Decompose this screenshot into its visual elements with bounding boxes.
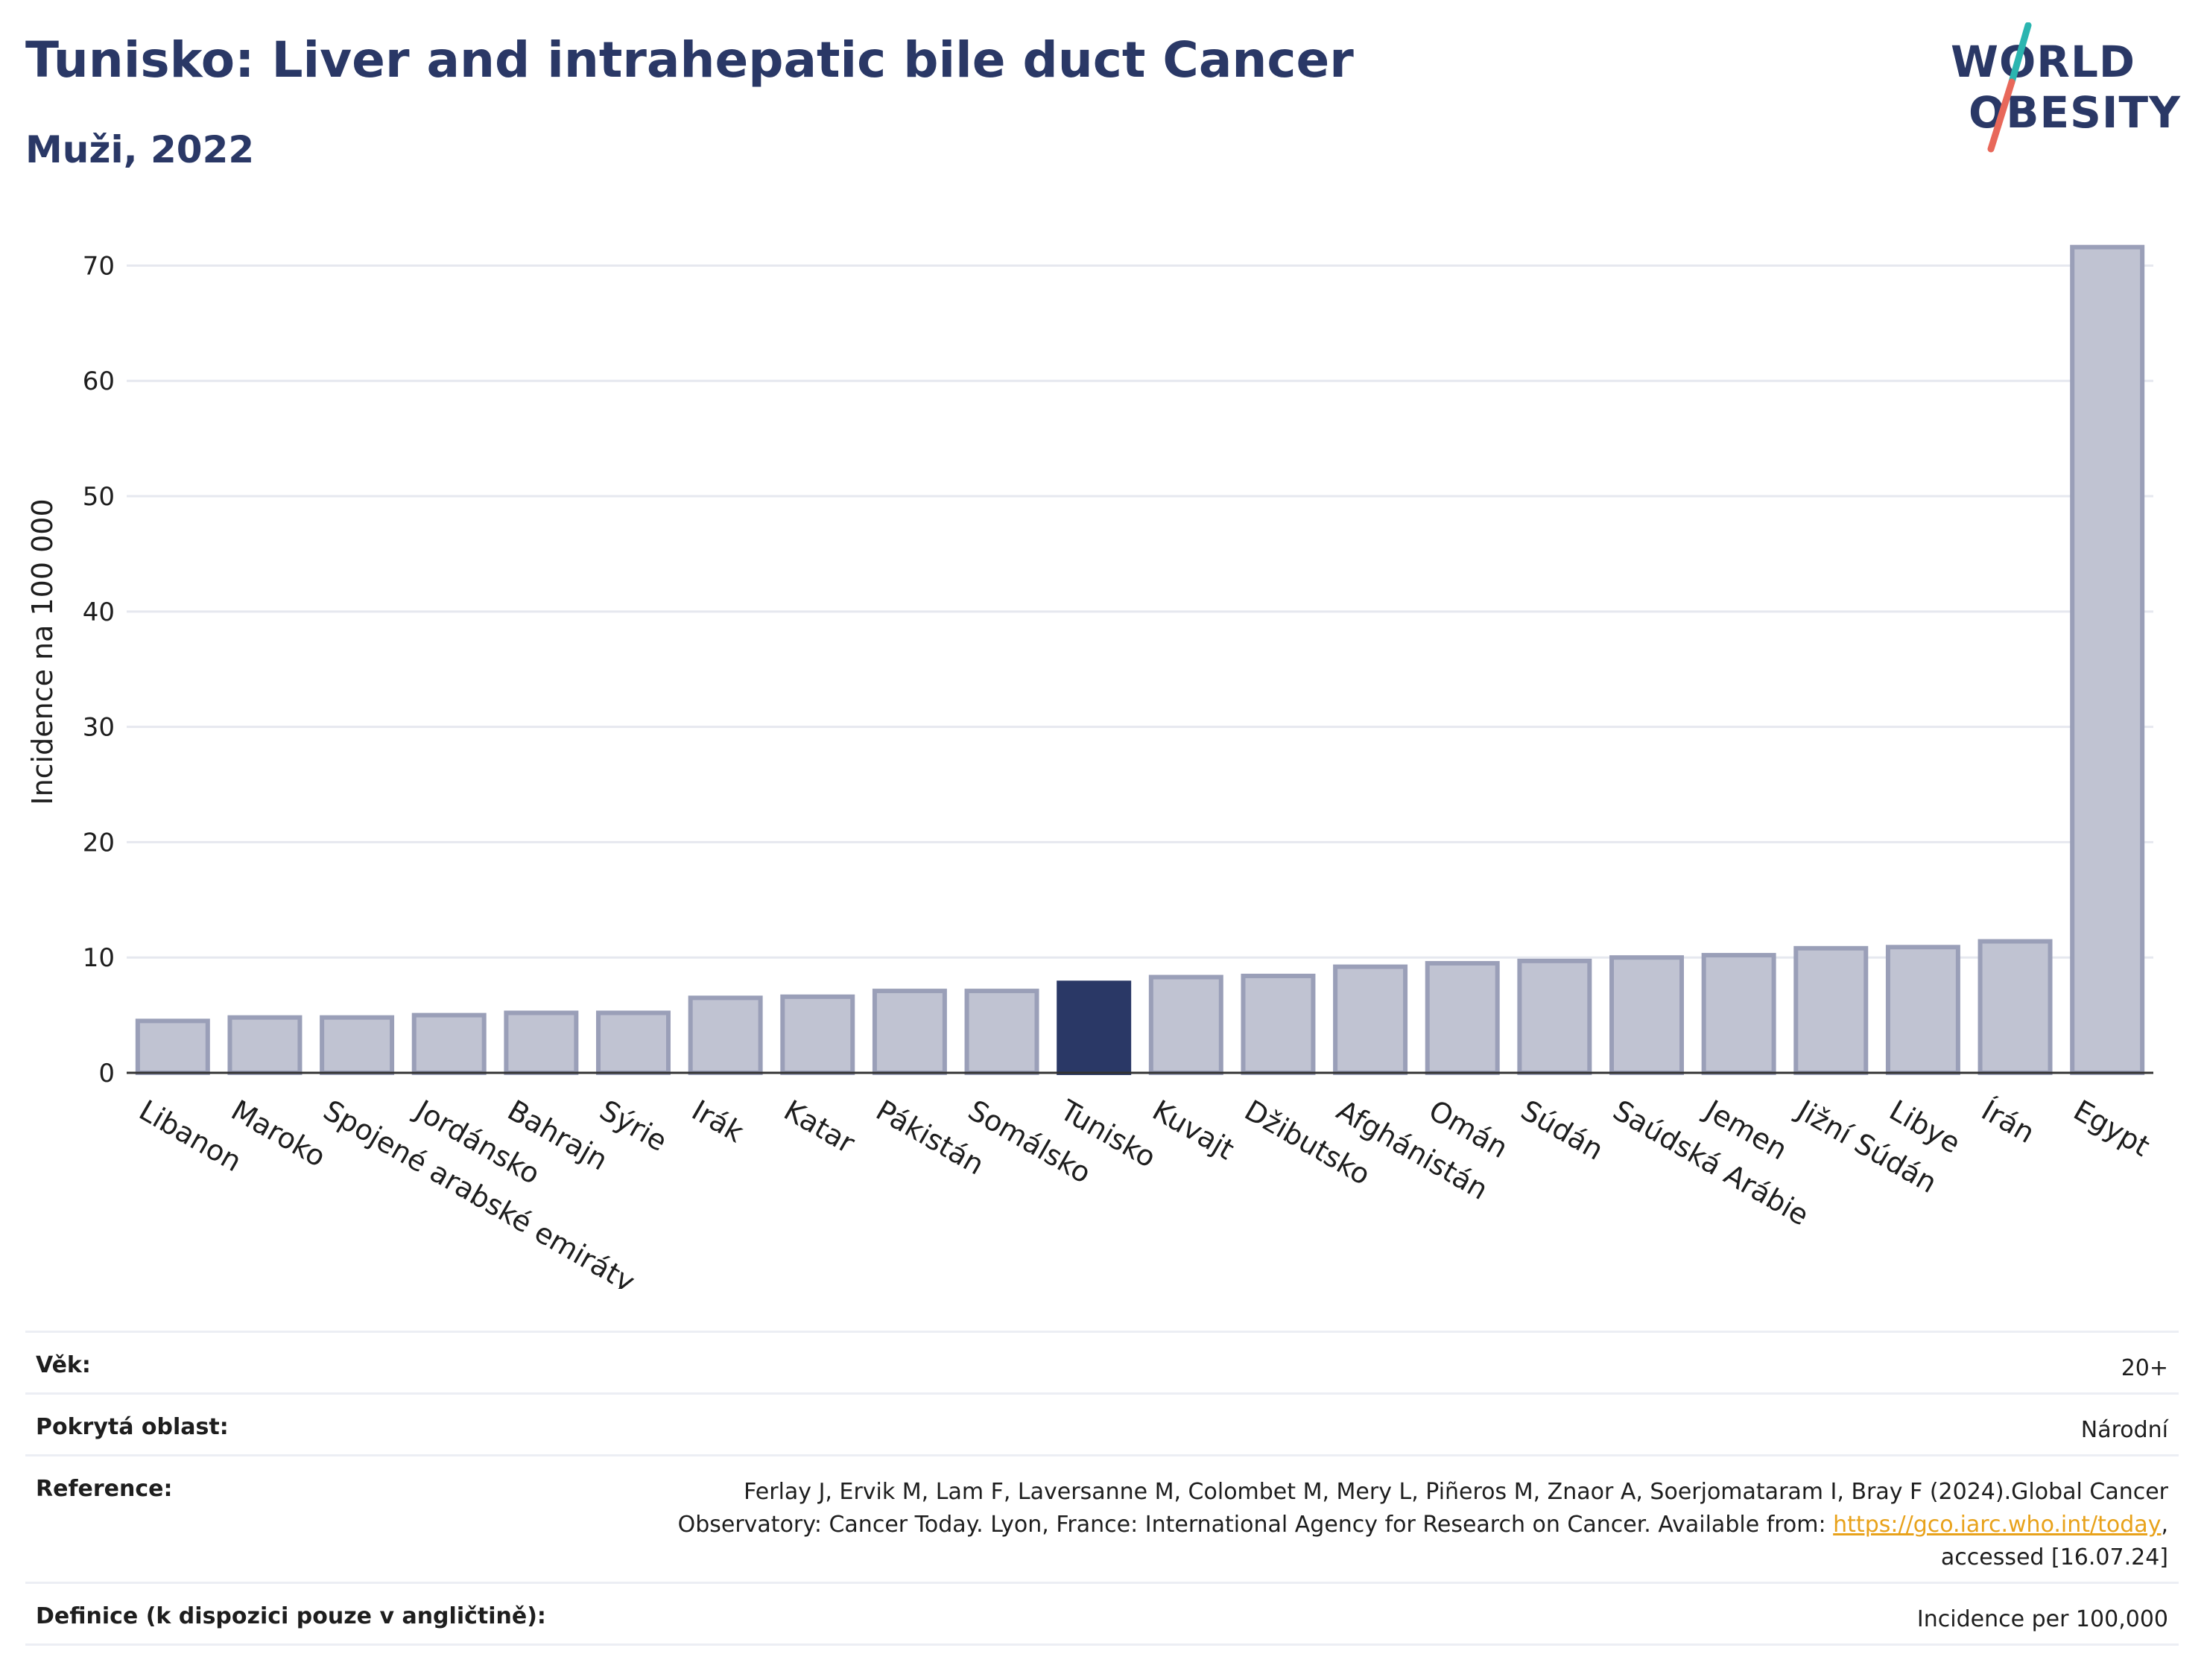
- meta-row-reference: Reference: Ferlay J, Ervik M, Lam F, Lav…: [25, 1454, 2179, 1582]
- x-tick-label: Maroko: [226, 1094, 332, 1173]
- logo-word-world: WORLD: [1951, 37, 2136, 87]
- y-tick-label: 70: [83, 251, 115, 281]
- y-tick-label: 10: [83, 943, 115, 973]
- y-tick-label: 40: [83, 597, 115, 627]
- reference-comma: ,: [2161, 1512, 2168, 1538]
- bar[interactable]: [227, 1015, 303, 1075]
- bar[interactable]: [504, 1010, 579, 1075]
- bar[interactable]: [320, 1015, 395, 1075]
- bar[interactable]: [596, 1010, 671, 1075]
- bar[interactable]: [2070, 244, 2145, 1075]
- x-tick-label: Katar: [779, 1094, 861, 1160]
- chart-title: Tunisko: Liver and intrahepatic bile duc…: [25, 31, 1354, 89]
- meta-row-age: Věk: 20+: [25, 1331, 2179, 1392]
- x-tick-label: Egypt: [2068, 1094, 2156, 1163]
- x-tick-label: Libanon: [133, 1094, 247, 1178]
- meta-row-area: Pokrytá oblast: Národní: [25, 1392, 2179, 1454]
- y-tick-label: 20: [83, 828, 115, 858]
- bar[interactable]: [135, 1018, 210, 1075]
- meta-age-value: 20+: [2121, 1355, 2168, 1381]
- bar[interactable]: [1333, 964, 1408, 1075]
- bar[interactable]: [1793, 945, 1869, 1075]
- meta-reference-label: Reference:: [36, 1476, 173, 1502]
- metadata-table: Věk: 20+ Pokrytá oblast: Národní Referen…: [25, 1331, 2179, 1646]
- meta-definition-value: Incidence per 100,000: [1916, 1606, 2168, 1632]
- world-obesity-logo[interactable]: WORLD OBESITY: [1937, 22, 2191, 164]
- x-tick-label: Spojené arabské emiráty: [318, 1094, 641, 1289]
- meta-age-label: Věk:: [36, 1352, 91, 1378]
- chart-gridlines: [127, 264, 2153, 959]
- reference-text-line3: accessed [16.07.24]: [1940, 1544, 2168, 1570]
- x-tick-label: Súdán: [1516, 1094, 1609, 1167]
- meta-area-label: Pokrytá oblast:: [36, 1414, 229, 1440]
- y-tick-label: 50: [83, 482, 115, 512]
- logo-slash-icon: [1987, 22, 2032, 153]
- bar[interactable]: [1701, 953, 1776, 1076]
- bar[interactable]: [964, 989, 1039, 1076]
- x-tick-label: Irák: [686, 1094, 749, 1149]
- y-axis-ticks: 0 10 20 30 40 50 60 70: [83, 251, 115, 1088]
- bar[interactable]: [1977, 939, 2053, 1075]
- reference-text-line2: Observatory: Cancer Today. Lyon, France:…: [677, 1512, 1834, 1538]
- x-tick-label: Írán: [1976, 1094, 2040, 1150]
- bar[interactable]: [1517, 958, 1592, 1076]
- bar[interactable]: [1425, 960, 1500, 1075]
- bar[interactable]: [872, 989, 947, 1076]
- y-axis-label: Incidence na 100 000: [26, 498, 59, 805]
- y-tick-label: 60: [83, 367, 115, 396]
- bar-highlighted[interactable]: [1057, 980, 1132, 1075]
- meta-row-definition: Definice (k dispozici pouze v angličtině…: [25, 1582, 2179, 1646]
- bar[interactable]: [1241, 973, 1316, 1076]
- meta-area-value: Národní: [2080, 1417, 2168, 1443]
- reference-link[interactable]: https://gco.iarc.who.int/today: [1833, 1512, 2162, 1538]
- y-tick-label: 30: [83, 713, 115, 743]
- bar[interactable]: [1148, 974, 1223, 1075]
- y-tick-label: 0: [98, 1059, 115, 1088]
- chart-bars: [135, 244, 2145, 1076]
- chart-subtitle: Muži, 2022: [25, 128, 255, 171]
- bar[interactable]: [411, 1012, 487, 1076]
- meta-definition-label: Definice (k dispozici pouze v angličtině…: [36, 1603, 546, 1629]
- bar[interactable]: [688, 995, 763, 1075]
- bar[interactable]: [1609, 955, 1684, 1075]
- bar[interactable]: [780, 994, 855, 1075]
- reference-text-line1: Ferlay J, Ervik M, Lam F, Laversanne M, …: [744, 1479, 2168, 1505]
- bar[interactable]: [1885, 945, 1960, 1076]
- x-tick-label: Kuvajt: [1147, 1094, 1239, 1166]
- meta-reference-value: Ferlay J, Ervik M, Lam F, Laversanne M, …: [678, 1476, 2168, 1574]
